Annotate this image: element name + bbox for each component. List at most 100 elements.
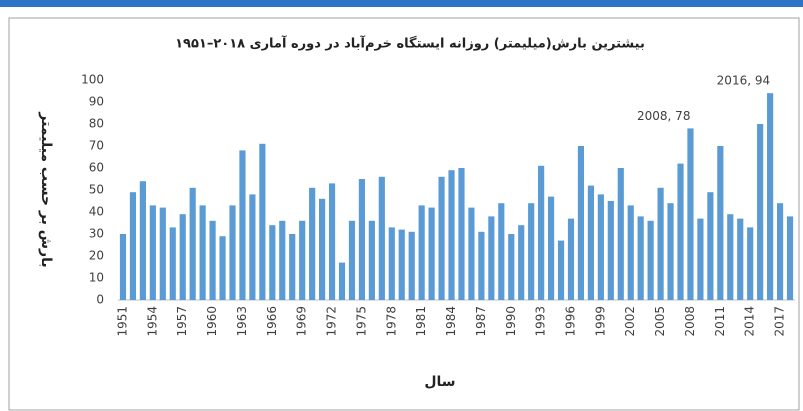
x-tick-label: 1963 — [235, 306, 249, 337]
bar — [627, 205, 634, 300]
bar — [398, 229, 405, 300]
data-label: 2016, 94 — [717, 74, 770, 88]
bar — [219, 236, 226, 300]
window-top-bar — [0, 0, 803, 7]
bar — [418, 205, 425, 300]
y-tick-label: 30 — [89, 227, 104, 241]
y-tick-label: 70 — [89, 139, 104, 153]
x-tick-label: 1975 — [354, 306, 368, 337]
bar — [667, 203, 674, 300]
x-tick-label: 1978 — [384, 306, 398, 337]
bar — [547, 196, 555, 300]
bar — [597, 194, 604, 300]
x-tick-label: 1990 — [504, 306, 518, 337]
x-tick-label: 1969 — [295, 306, 309, 337]
bar — [747, 227, 754, 300]
x-tick-label: 1966 — [265, 306, 279, 337]
bar — [587, 185, 594, 300]
x-tick-label: 2011 — [713, 306, 727, 337]
bar — [647, 220, 654, 300]
x-tick-label: 2005 — [653, 306, 667, 337]
y-tick-label: 100 — [81, 73, 104, 87]
bar — [368, 220, 375, 300]
bar — [169, 227, 176, 300]
bar — [428, 207, 435, 300]
bar — [388, 227, 395, 300]
bar — [189, 187, 196, 300]
bar — [129, 192, 137, 300]
bar — [657, 187, 664, 300]
bar — [328, 183, 336, 300]
bar — [697, 218, 704, 300]
bar — [518, 225, 525, 300]
bar — [617, 168, 624, 300]
bar — [757, 124, 764, 300]
x-tick-label: 1972 — [325, 306, 339, 337]
data-label: 2008, 78 — [637, 109, 690, 123]
bar — [319, 198, 326, 300]
x-tick-label: 2014 — [743, 306, 757, 337]
bar — [438, 176, 445, 300]
x-tick-label: 1996 — [563, 306, 577, 337]
y-tick-label: 90 — [89, 95, 104, 109]
x-tick-label: 1981 — [414, 306, 428, 337]
x-tick-label: 2017 — [773, 306, 787, 337]
chart-title: بیشترین بارش(میلیمتر) روزانه ایستگاه خرم… — [175, 35, 645, 52]
bar — [498, 203, 505, 300]
bar — [488, 216, 495, 300]
x-tick-label: 1987 — [474, 306, 488, 337]
bar — [249, 194, 256, 300]
bar — [687, 128, 694, 300]
x-tick-label: 1951 — [115, 306, 129, 337]
bar — [776, 203, 784, 300]
bar — [199, 205, 206, 300]
x-tick-label: 1984 — [444, 306, 458, 337]
x-tick-label: 1960 — [205, 306, 219, 337]
bar — [767, 93, 774, 300]
bar — [677, 163, 684, 300]
x-tick-label: 2008 — [683, 306, 697, 337]
y-axis-label: بارش بر حسب میلیمتر — [38, 111, 54, 267]
x-axis-label: سال — [424, 374, 455, 390]
bar — [577, 146, 585, 300]
bar — [119, 234, 127, 300]
bar — [239, 150, 246, 300]
y-tick-label: 20 — [89, 249, 104, 263]
bar — [448, 170, 455, 300]
y-tick-label: 10 — [89, 271, 104, 285]
bar — [299, 220, 306, 300]
bar — [378, 176, 385, 300]
bar — [538, 165, 545, 300]
bar — [458, 168, 465, 300]
bar — [607, 201, 614, 300]
bar — [309, 187, 316, 300]
bar — [159, 207, 166, 300]
bar — [737, 218, 744, 300]
x-tick-label: 1954 — [145, 306, 159, 337]
y-tick-label: 60 — [89, 161, 104, 175]
x-tick-label: 1993 — [534, 306, 548, 337]
x-tick-label: 2002 — [623, 306, 637, 337]
bar — [149, 205, 156, 300]
bar — [567, 218, 575, 300]
bar — [508, 234, 515, 300]
bar — [468, 207, 475, 300]
bar — [269, 225, 276, 300]
bar — [358, 179, 366, 300]
chart-frame — [8, 17, 800, 411]
y-tick-label: 50 — [89, 183, 104, 197]
bar — [279, 220, 286, 300]
y-tick-label: 40 — [89, 205, 104, 219]
bar — [348, 220, 356, 300]
bar — [408, 231, 415, 300]
bar — [637, 216, 644, 300]
bar — [229, 205, 236, 300]
bar — [289, 234, 296, 300]
bar — [707, 192, 714, 300]
y-tick-label: 0 — [96, 293, 104, 307]
bar — [209, 220, 216, 300]
x-tick-label: 1999 — [593, 306, 607, 337]
bar — [139, 181, 146, 300]
